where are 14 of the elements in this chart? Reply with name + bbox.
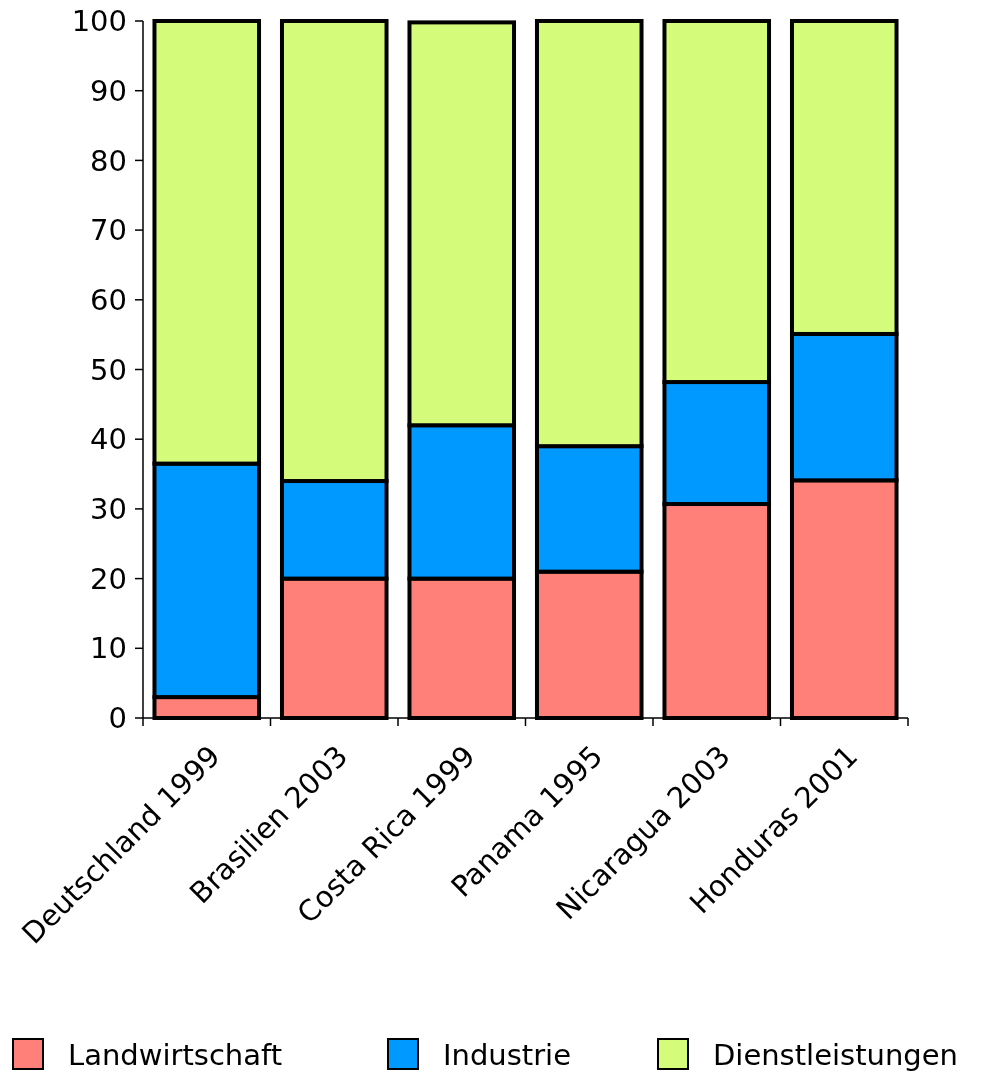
legend-label: Landwirtschaft [68,1038,283,1073]
legend-label: Dienstleistungen [713,1038,958,1073]
y-tick-label: 0 [108,701,127,736]
y-tick-label: 90 [90,73,127,108]
y-tick-label: 60 [90,282,127,317]
y-tick-label: 80 [90,143,127,178]
y-tick-label: 20 [90,561,127,596]
y-tick-label: 30 [90,492,127,527]
y-tick-label: 100 [71,4,127,39]
y-tick-label: 50 [90,352,127,387]
y-tick-label: 40 [90,422,127,457]
y-tick-label: 70 [90,213,127,248]
y-tick-label: 10 [90,631,127,666]
legend-label: Industrie [443,1038,572,1073]
